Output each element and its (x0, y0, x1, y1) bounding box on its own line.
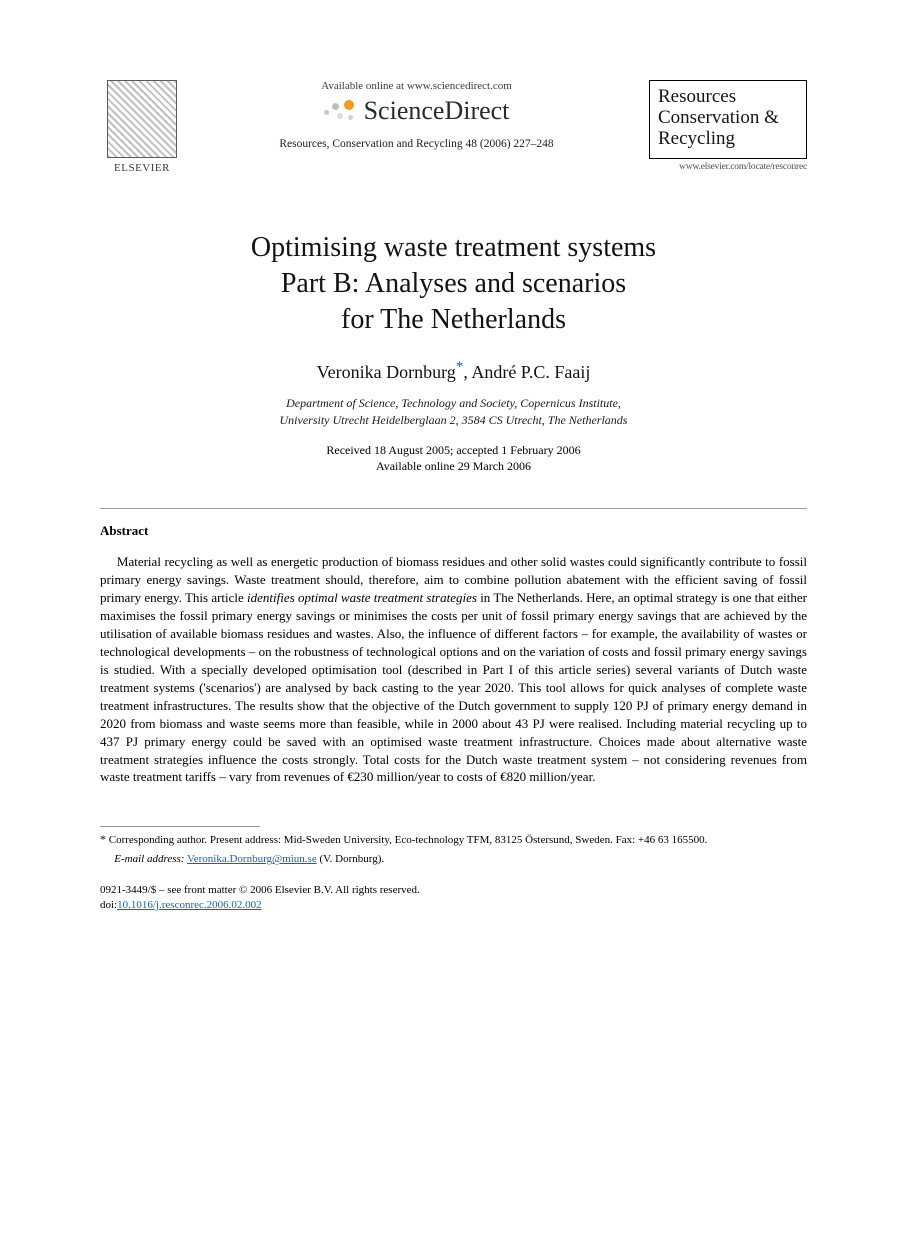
email-link[interactable]: Veronika.Dornburg@miun.se (187, 853, 317, 865)
elsevier-label: ELSEVIER (114, 162, 170, 174)
journal-box-line3: Recycling (658, 129, 798, 150)
corresponding-footnote: * Corresponding author. Present address:… (100, 831, 807, 848)
dates-line2: Available online 29 March 2006 (376, 459, 531, 473)
journal-url: www.elsevier.com/locate/resconrec (649, 162, 807, 172)
journal-column: Resources Conservation & Recycling www.e… (649, 80, 807, 172)
email-footnote: E-mail address: Veronika.Dornburg@miun.s… (100, 852, 807, 867)
abstract-text-b: in The Netherlands. Here, an optimal str… (100, 590, 807, 784)
author-1: Veronika Dornburg (317, 362, 456, 382)
sciencedirect-dots-icon (324, 98, 358, 124)
footnote-text: Corresponding author. Present address: M… (106, 834, 707, 846)
dates-block: Received 18 August 2005; accepted 1 Febr… (100, 442, 807, 474)
abstract-heading: Abstract (100, 523, 807, 539)
doi-label: doi: (100, 899, 117, 911)
journal-title-box: Resources Conservation & Recycling (649, 80, 807, 159)
sciencedirect-wordmark: ScienceDirect (364, 96, 510, 126)
affiliation: Department of Science, Technology and So… (100, 395, 807, 427)
email-suffix: (V. Dornburg). (317, 853, 384, 865)
affil-line2: University Utrecht Heidelberglaan 2, 358… (280, 413, 628, 427)
authors-line: Veronika Dornburg*, André P.C. Faaij (100, 359, 807, 383)
journal-box-line2: Conservation & (658, 108, 798, 129)
header-center: Available online at www.sciencedirect.co… (202, 80, 631, 150)
title-line3: for The Netherlands (341, 304, 566, 335)
issn-line: 0921-3449/$ – see front matter © 2006 El… (100, 883, 807, 898)
paper-title: Optimising waste treatment systems Part … (100, 230, 807, 337)
author-2: André P.C. Faaij (471, 362, 590, 382)
sciencedirect-logo: ScienceDirect (324, 96, 510, 126)
elsevier-logo: ELSEVIER (100, 80, 184, 174)
citation-line: Resources, Conservation and Recycling 48… (279, 138, 553, 150)
abstract-text-ital: identifies optimal waste treatment strat… (247, 590, 477, 605)
dates-line1: Received 18 August 2005; accepted 1 Febr… (326, 443, 580, 457)
copyright-block: 0921-3449/$ – see front matter © 2006 El… (100, 883, 807, 913)
title-line1: Optimising waste treatment systems (251, 232, 656, 263)
doi-line: doi:10.1016/j.resconrec.2006.02.002 (100, 898, 807, 913)
header-row: ELSEVIER Available online at www.science… (100, 80, 807, 174)
title-line2: Part B: Analyses and scenarios (281, 268, 626, 299)
title-block: Optimising waste treatment systems Part … (100, 230, 807, 337)
divider-above-abstract (100, 508, 807, 509)
footnote-rule (100, 826, 260, 827)
journal-box-line1: Resources (658, 87, 798, 108)
elsevier-tree-icon (107, 80, 177, 158)
doi-link[interactable]: 10.1016/j.resconrec.2006.02.002 (117, 899, 262, 911)
affil-line1: Department of Science, Technology and So… (286, 396, 621, 410)
available-online-text: Available online at www.sciencedirect.co… (321, 80, 512, 92)
email-label: E-mail address: (114, 853, 184, 865)
abstract-body: Material recycling as well as energetic … (100, 553, 807, 786)
